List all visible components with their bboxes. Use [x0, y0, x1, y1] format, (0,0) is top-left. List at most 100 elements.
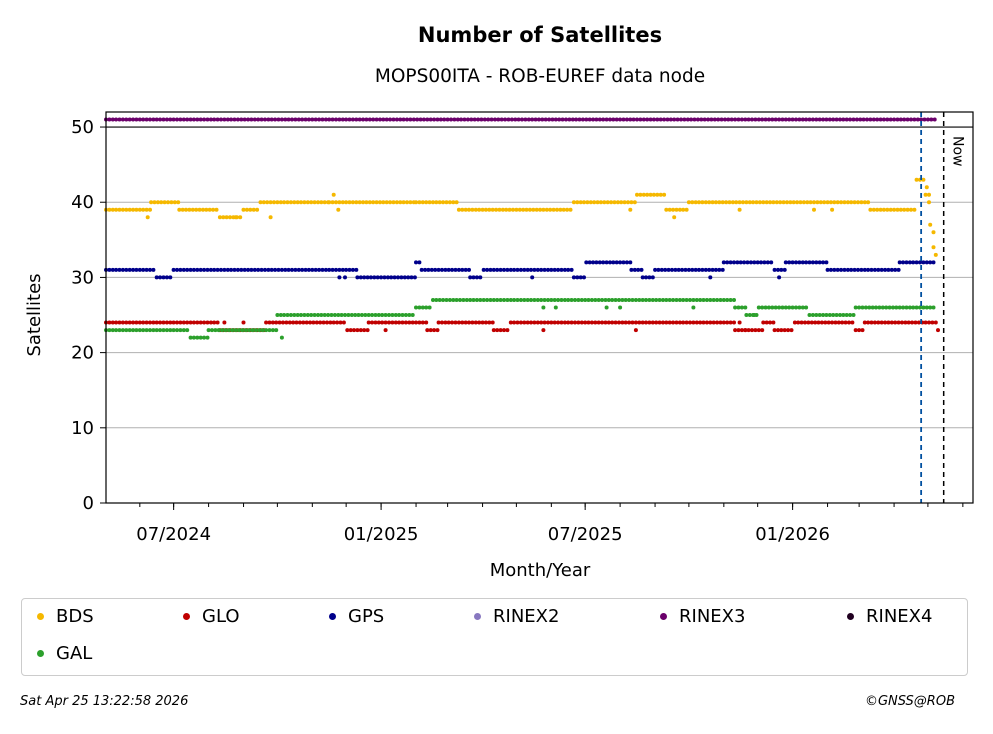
- data-point: [605, 200, 610, 205]
- data-point: [305, 313, 310, 317]
- data-point: [397, 320, 402, 325]
- data-point: [264, 320, 269, 325]
- data-point: [436, 267, 441, 272]
- data-point: [310, 117, 315, 122]
- data-point: [469, 117, 474, 122]
- data-point: [736, 305, 741, 310]
- data-point: [495, 298, 500, 302]
- data-point: [922, 117, 927, 122]
- data-point: [921, 305, 926, 310]
- data-point: [675, 117, 680, 122]
- data-point: [764, 320, 769, 325]
- data-point: [407, 320, 412, 325]
- data-point: [773, 305, 778, 310]
- data-point: [336, 207, 341, 212]
- data-point: [529, 320, 533, 325]
- data-point: [278, 313, 283, 317]
- data-point: [748, 260, 753, 265]
- data-point: [168, 320, 173, 325]
- data-point: [410, 320, 415, 325]
- data-point: [698, 298, 703, 302]
- data-point: [600, 320, 605, 325]
- data-point: [704, 298, 709, 302]
- data-point: [477, 207, 482, 212]
- data-point: [296, 267, 301, 272]
- data-point: [320, 267, 325, 272]
- data-point: [489, 117, 494, 122]
- data-point: [552, 320, 557, 325]
- data-point: [190, 207, 195, 212]
- data-point: [874, 305, 878, 310]
- data-point: [593, 298, 598, 302]
- data-point: [495, 267, 500, 272]
- data-point: [761, 200, 766, 205]
- data-point: [461, 298, 466, 302]
- data-point: [754, 200, 759, 205]
- data-point: [622, 200, 627, 205]
- data-point: [612, 200, 617, 205]
- data-point: [148, 267, 152, 272]
- data-point: [243, 328, 248, 333]
- data-point: [467, 267, 471, 272]
- data-point: [425, 328, 430, 333]
- data-point: [158, 275, 163, 280]
- data-point: [743, 328, 748, 333]
- data-point: [830, 320, 835, 325]
- data-point: [454, 298, 459, 302]
- data-point: [592, 200, 597, 205]
- data-point: [399, 275, 404, 280]
- legend-label: GLO: [202, 606, 240, 627]
- data-point: [601, 117, 606, 122]
- data-point: [384, 117, 389, 122]
- data-point: [267, 320, 272, 325]
- data-point: [732, 260, 736, 265]
- data-point: [148, 320, 152, 325]
- data-point: [467, 320, 471, 325]
- data-point: [853, 305, 858, 310]
- data-point: [158, 320, 163, 325]
- data-point: [633, 298, 638, 302]
- data-point: [780, 117, 785, 122]
- data-point: [614, 260, 619, 265]
- data-point: [540, 117, 545, 122]
- data-point: [547, 117, 552, 122]
- data-point: [637, 320, 642, 325]
- data-point: [424, 305, 429, 310]
- data-point: [839, 200, 844, 205]
- data-point: [778, 200, 783, 205]
- data-point: [766, 305, 771, 310]
- data-point: [839, 267, 844, 272]
- data-point: [400, 313, 405, 317]
- chart-title: Number of Satellites: [418, 23, 662, 47]
- data-point: [279, 335, 284, 340]
- data-point: [918, 260, 922, 265]
- data-point: [535, 298, 540, 302]
- data-point: [553, 305, 558, 310]
- data-point: [120, 117, 125, 122]
- data-point: [552, 298, 557, 302]
- data-point: [809, 320, 814, 325]
- data-point: [354, 200, 359, 205]
- data-point: [831, 117, 836, 122]
- data-point: [229, 267, 234, 272]
- data-point: [892, 207, 897, 212]
- data-point: [867, 305, 872, 310]
- data-point: [644, 298, 648, 302]
- data-point: [252, 267, 257, 272]
- data-point: [168, 275, 173, 280]
- data-point: [290, 117, 294, 122]
- data-point: [343, 313, 347, 317]
- data-point: [901, 305, 906, 310]
- data-point: [814, 313, 819, 317]
- data-point: [158, 117, 163, 122]
- data-point: [151, 117, 156, 122]
- data-point: [330, 200, 335, 205]
- data-point: [390, 313, 395, 317]
- chart-subtitle: MOPS00ITA - ROB-EUREF data node: [375, 66, 705, 87]
- data-point: [733, 117, 738, 122]
- data-point: [681, 207, 686, 212]
- data-point: [151, 267, 156, 272]
- data-point: [560, 117, 565, 122]
- data-point: [844, 117, 849, 122]
- data-point: [233, 328, 238, 333]
